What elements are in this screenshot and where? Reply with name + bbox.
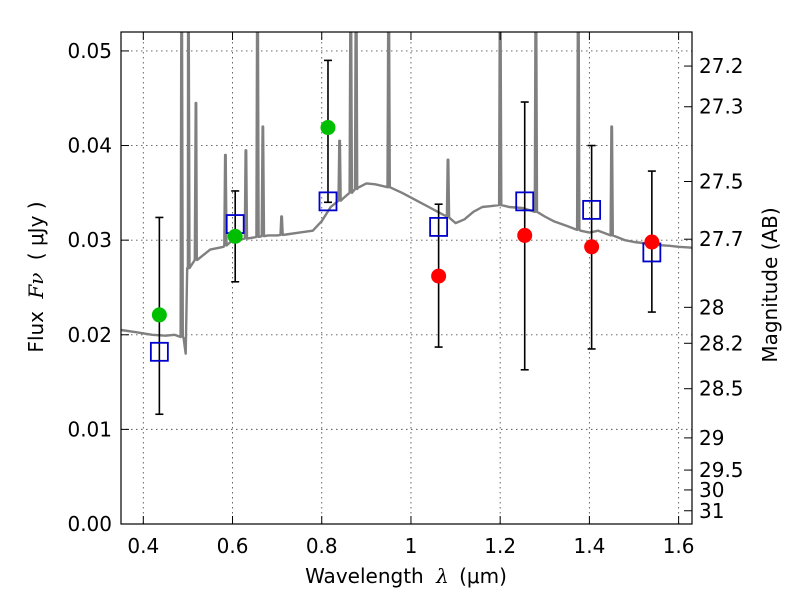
observed-red-point	[584, 239, 600, 255]
y2-axis-title: Magnitude (AB)	[758, 207, 782, 362]
y2-tick-label: 28.5	[699, 377, 744, 401]
y-tick-label: 0.03	[67, 228, 112, 252]
x-tick-label: 0.6	[217, 534, 249, 558]
y-tick-label: 0.01	[67, 417, 112, 441]
sed-model-line	[121, 32, 692, 355]
observed-markers	[151, 120, 660, 323]
y2-tick-label: 28.2	[699, 331, 744, 355]
y-tick-label: 0.04	[67, 134, 112, 158]
y-axis-title: Flux Fν ( μJy )	[24, 201, 48, 352]
grid-lines	[121, 32, 692, 525]
model-photometry-square	[429, 217, 449, 237]
observed-detection-point	[227, 228, 243, 244]
x-tick-label: 0.4	[127, 534, 159, 558]
y2-tick-label: 27.2	[699, 54, 744, 78]
x-tick-label: 1.4	[573, 534, 605, 558]
x-tick-label: 1.6	[663, 534, 695, 558]
model-photometry-square	[149, 341, 169, 362]
y2-tick-label: 29.5	[699, 458, 744, 482]
x-tick-label: 0.8	[306, 534, 338, 558]
y2-tick-label: 27.5	[699, 169, 744, 193]
y2-tick-label: 27.7	[699, 227, 744, 251]
y2-tick-label: 29	[699, 426, 724, 450]
y2-tick-label: 31	[699, 499, 724, 523]
observed-detection-point	[320, 120, 336, 136]
observed-red-point	[644, 234, 660, 250]
y-tick-label: 0.00	[67, 512, 112, 536]
y-axis-ticks: 0.00 0.01 0.02 0.03 0.04 0.05	[67, 39, 129, 536]
model-photometry-square	[515, 191, 535, 212]
observed-detection-point	[151, 307, 167, 323]
observed-red-point	[517, 227, 533, 243]
y2-tick-label: 27.3	[699, 95, 744, 119]
y2-tick-label: 28	[699, 295, 724, 319]
x-axis-ticks: 0.4 0.6 0.8 1 1.2 1.4 1.6	[127, 32, 695, 558]
plot-frame	[120, 31, 693, 525]
y-tick-label: 0.02	[67, 323, 112, 347]
x-tick-label: 1	[405, 534, 418, 558]
x-axis-title: Wavelength λ (μm)	[305, 564, 507, 588]
model-photometry-square	[582, 199, 602, 220]
sed-model-curve	[121, 32, 692, 355]
observed-red-point	[431, 268, 447, 284]
model-photometry-square	[318, 191, 338, 212]
y2-tick-label: 30	[699, 478, 724, 502]
y-tick-label: 0.05	[67, 39, 112, 63]
model-photometry-markers	[149, 191, 662, 362]
x-tick-label: 1.2	[484, 534, 516, 558]
